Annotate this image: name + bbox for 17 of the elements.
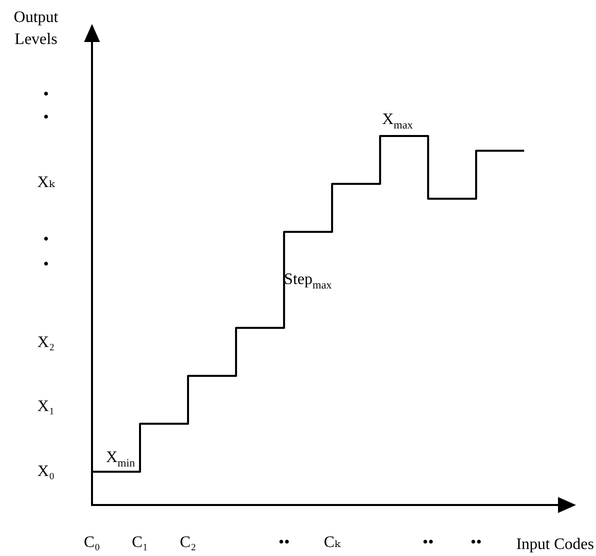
x-tick-label: C₀ <box>84 534 100 551</box>
text: Output Levels <box>14 9 59 48</box>
text: X₁ <box>37 398 55 416</box>
text: • <box>43 231 49 248</box>
text: • <box>43 109 49 126</box>
x-tick-label: •• <box>470 534 482 551</box>
x-axis-title: Input Codes <box>516 536 594 554</box>
x-tick-label: C₁ <box>132 534 148 551</box>
x-tick-label: Cₖ <box>324 534 342 551</box>
text: X₂ <box>37 334 55 352</box>
x-tick-label: C₂ <box>180 534 196 551</box>
text: Xₖ <box>37 174 56 192</box>
text: X₀ <box>37 463 55 480</box>
x-tick-label: •• <box>278 534 290 551</box>
text: • <box>43 86 49 104</box>
text: • <box>43 256 49 274</box>
x-tick-label: •• <box>422 534 434 551</box>
